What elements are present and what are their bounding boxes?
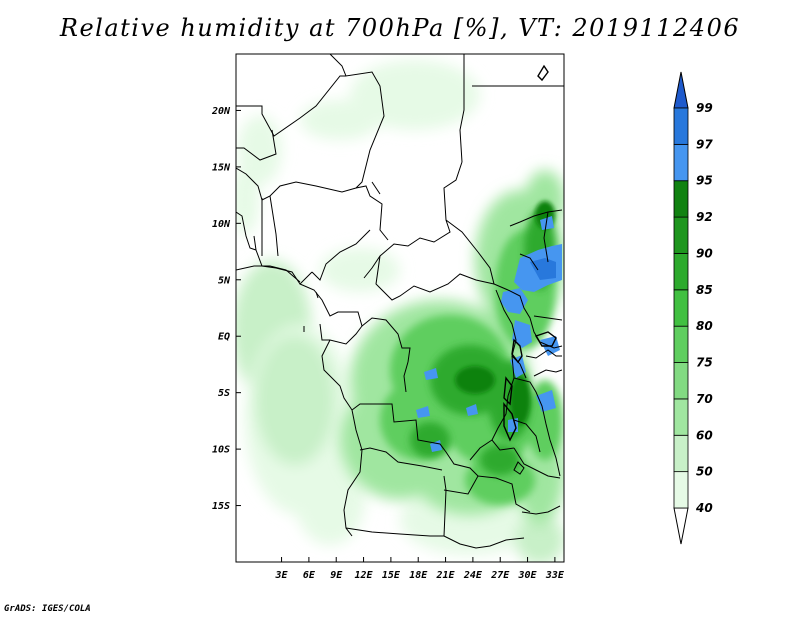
- humidity-zone-light: [236, 60, 564, 562]
- colorbar-segment: [673, 471, 689, 509]
- y-tick-label: 15N: [212, 162, 231, 173]
- colorbar-label: 90: [696, 246, 713, 260]
- colorbar-label: 80: [696, 319, 713, 333]
- y-tick-label: 10N: [212, 219, 231, 230]
- lake-victoria: [534, 331, 557, 347]
- colorbar-label: 75: [696, 356, 713, 370]
- x-axis: 3E 6E 9E 12E 15E 18E 21E 24E 27E 30E 33E: [275, 557, 565, 581]
- colorbar-segment: [673, 253, 689, 291]
- plot-frame: [235, 53, 565, 563]
- y-axis: 20N 15N 10N 5N EQ 5S 10S 15S: [211, 106, 241, 512]
- x-tick-label: 9E: [330, 570, 343, 581]
- colorbar-segment: [673, 180, 689, 218]
- x-tick-label: 3E: [275, 570, 289, 581]
- y-tick-label: 5S: [218, 388, 230, 399]
- y-tick-label: EQ: [218, 332, 230, 343]
- colorbar: 40 50 60 70 75 80 85 90 92 95 97 99: [673, 71, 713, 545]
- colorbar-label: 95: [696, 174, 713, 188]
- x-tick-label: 18E: [409, 570, 428, 581]
- colorbar-upper-cap: [673, 71, 689, 109]
- humidity-zone-saturated: [455, 201, 555, 425]
- colorbar-lower-cap: [673, 507, 689, 545]
- colorbar-segment: [673, 107, 689, 145]
- y-tick-label: 20N: [211, 106, 231, 117]
- map-title: Relative humidity at 700hPa [%], VT: 201…: [59, 14, 741, 42]
- colorbar-segment: [673, 398, 689, 436]
- humidity-field: [236, 60, 564, 562]
- colorbar-label: 97: [696, 137, 713, 151]
- lake-albert: [511, 338, 523, 364]
- colorbar-label: 92: [696, 210, 713, 224]
- colorbar-label: 99: [696, 101, 713, 115]
- y-tick-label: 10S: [212, 445, 230, 456]
- colorbar-label: 85: [696, 283, 713, 297]
- colorbar-segment: [673, 289, 689, 327]
- x-tick-label: 33E: [545, 570, 565, 581]
- x-tick-label: 21E: [436, 570, 456, 581]
- colorbar-label: 40: [695, 501, 713, 515]
- colorbar-label: 60: [696, 428, 713, 442]
- lake-kivu: [503, 376, 513, 406]
- grads-credit: GrADS: IGES/COLA: [4, 604, 91, 614]
- y-tick-label: 15S: [212, 501, 230, 512]
- colorbar-label: 50: [696, 465, 713, 479]
- colorbar-segment: [673, 143, 689, 182]
- colorbar-segment: [673, 362, 689, 400]
- humidity-zone-near-saturation: [416, 216, 562, 452]
- y-tick-label: 5N: [218, 275, 231, 286]
- x-tick-label: 24E: [463, 570, 483, 581]
- x-tick-label: 12E: [355, 570, 374, 581]
- nile-delta: [537, 64, 549, 82]
- colorbar-label: 70: [696, 392, 713, 406]
- x-tick-label: 15E: [382, 570, 401, 581]
- country-borders: [236, 54, 564, 549]
- colorbar-segment: [673, 216, 689, 254]
- colorbar-segment: [673, 434, 689, 473]
- colorbar-segment: [673, 325, 689, 363]
- lake-tanganyika: [503, 402, 517, 442]
- lakes: [503, 64, 557, 442]
- x-tick-label: 6E: [303, 570, 316, 581]
- x-tick-label: 30E: [518, 570, 538, 581]
- x-tick-label: 27E: [490, 570, 510, 581]
